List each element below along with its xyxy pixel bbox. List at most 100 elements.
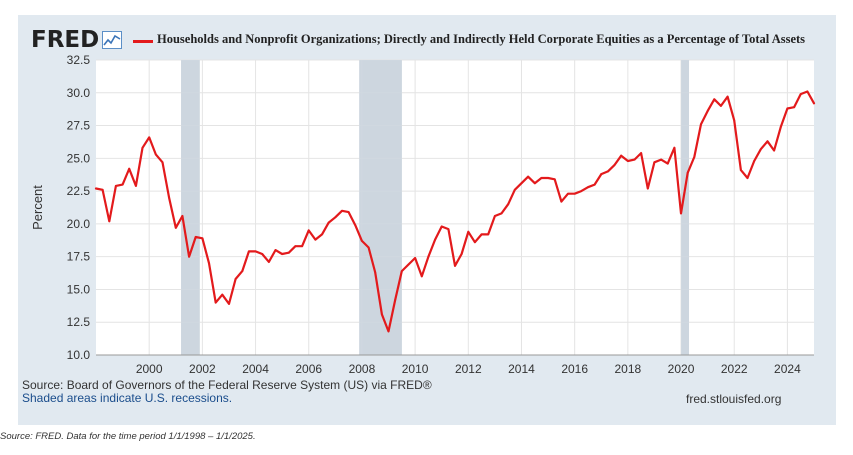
data-point (573, 192, 576, 195)
data-point (493, 215, 496, 217)
line-chart-icon (102, 31, 123, 49)
data-point (753, 160, 756, 162)
x-tick-label: 2004 (242, 362, 269, 376)
data-point (733, 119, 736, 122)
data-point (407, 263, 410, 266)
data-point (507, 203, 510, 206)
data-point (547, 177, 549, 179)
data-point (414, 257, 417, 259)
x-tick-label: 2024 (774, 362, 801, 376)
data-point (234, 278, 237, 280)
data-point (201, 237, 204, 240)
data-point (786, 107, 789, 110)
data-point (779, 125, 782, 128)
x-tick-label: 2000 (136, 362, 163, 376)
data-point (341, 209, 343, 212)
data-point (673, 146, 676, 149)
data-point (773, 149, 776, 152)
y-tick-label: 12.5 (67, 315, 91, 329)
data-point (500, 212, 503, 215)
data-point (115, 184, 117, 187)
data-point (626, 160, 629, 162)
fred-logo-text: FRED (31, 27, 100, 53)
data-point (487, 233, 490, 236)
data-point (746, 177, 749, 179)
data-point (274, 249, 277, 252)
data-point (301, 245, 303, 248)
data-point (447, 228, 450, 231)
x-tick-label: 2022 (721, 362, 748, 376)
data-point (254, 250, 257, 253)
source-note: Source: Board of Governors of the Federa… (22, 378, 432, 392)
x-tick-label: 2008 (349, 362, 376, 376)
data-point (513, 188, 516, 191)
x-tick-label: 2018 (615, 362, 642, 376)
data-point (693, 156, 696, 158)
data-point (720, 104, 722, 107)
y-tick-label: 25.0 (67, 151, 91, 165)
data-point (640, 152, 643, 154)
data-point (134, 184, 137, 187)
fred-logo[interactable]: FRED (31, 27, 123, 53)
data-point (700, 123, 702, 126)
data-point (813, 102, 815, 105)
site-link[interactable]: fred.stlouisfed.org (686, 392, 782, 406)
data-point (633, 158, 636, 161)
recession-note[interactable]: Shaded areas indicate U.S. recessions. (22, 391, 233, 405)
x-tick-label: 2012 (455, 362, 482, 376)
x-tick-label: 2020 (668, 362, 695, 376)
data-point (620, 154, 623, 157)
data-point (560, 200, 563, 203)
data-point (607, 170, 609, 173)
chart-title: Households and Nonprofit Organizations; … (157, 32, 806, 46)
data-point (680, 212, 682, 215)
data-point (520, 182, 523, 185)
data-point (261, 253, 264, 255)
data-point (593, 183, 596, 186)
data-point (188, 255, 190, 258)
data-point (174, 226, 177, 229)
data-point (361, 240, 363, 242)
data-point (660, 158, 662, 161)
data-point (294, 245, 297, 248)
y-tick-label: 27.5 (67, 119, 91, 133)
data-point (387, 330, 390, 333)
y-tick-label: 32.5 (67, 53, 91, 67)
data-point (248, 250, 250, 253)
legend-line-swatch (133, 40, 153, 43)
data-point (759, 148, 762, 151)
data-point (194, 236, 197, 238)
data-point (400, 270, 403, 272)
plot-area (96, 60, 814, 355)
data-point (380, 313, 383, 316)
y-tick-label: 17.5 (67, 250, 91, 264)
y-tick-label: 15.0 (67, 282, 91, 296)
data-point (101, 188, 104, 191)
data-point (600, 173, 603, 175)
data-point (334, 216, 337, 219)
data-point (799, 93, 802, 95)
x-tick-label: 2016 (561, 362, 588, 376)
data-point (467, 230, 470, 233)
data-point (287, 251, 290, 254)
data-point (208, 262, 210, 265)
data-point (553, 178, 556, 181)
data-point (653, 161, 656, 164)
data-point (706, 110, 709, 113)
data-point (580, 190, 583, 193)
data-point (427, 255, 430, 258)
data-point (154, 153, 157, 156)
data-point (394, 299, 397, 301)
data-point (460, 253, 463, 255)
data-point (613, 163, 616, 166)
y-tick-label: 22.5 (67, 184, 91, 198)
data-point (161, 161, 164, 164)
x-tick-label: 2010 (402, 362, 429, 376)
x-tick-label: 2006 (295, 362, 322, 376)
x-tick-label: 2002 (189, 362, 216, 376)
data-point (267, 261, 270, 263)
data-point (587, 186, 589, 189)
data-point (739, 169, 742, 172)
data-point (474, 241, 476, 244)
